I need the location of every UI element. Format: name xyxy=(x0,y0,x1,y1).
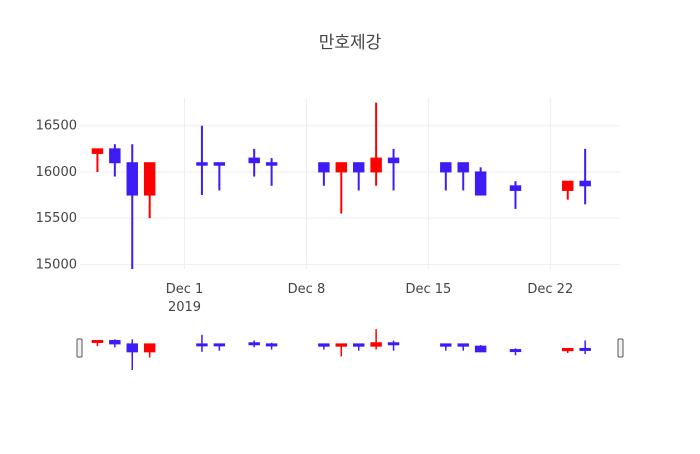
x-tick-label: Dec 1 xyxy=(166,282,204,297)
x-tick-label: Dec 22 xyxy=(527,282,573,297)
slider-candle-body xyxy=(370,342,382,347)
slider-candle-body xyxy=(335,343,348,347)
x-tick-year-label: 2019 xyxy=(168,300,201,315)
candle-body[interactable] xyxy=(248,157,260,164)
slider-candle-body xyxy=(440,343,452,347)
candle-body[interactable] xyxy=(457,162,469,173)
slider-candle-body xyxy=(579,347,591,351)
candle-body[interactable] xyxy=(318,162,330,173)
candle-body[interactable] xyxy=(562,180,574,191)
y-tick-label: 15500 xyxy=(36,211,77,226)
candle-body[interactable] xyxy=(213,162,226,166)
slider-candle-body xyxy=(196,343,208,347)
y-axis: 15000 15500 16000 16500 xyxy=(36,119,77,273)
grid-layer xyxy=(80,98,620,269)
y-tick-label: 16000 xyxy=(36,165,77,180)
candle-body[interactable] xyxy=(265,162,278,166)
candle-body[interactable] xyxy=(579,180,591,187)
slider-candle-body xyxy=(143,343,156,353)
candle-body[interactable] xyxy=(352,162,365,173)
slider-candle-body xyxy=(509,349,522,353)
slider-candle-body xyxy=(457,343,469,347)
candle-body[interactable] xyxy=(109,148,121,164)
candle-body[interactable] xyxy=(440,162,452,173)
slider-candle-body xyxy=(265,343,278,347)
candle-body[interactable] xyxy=(335,162,348,173)
candle-body[interactable] xyxy=(143,162,156,196)
candle-body[interactable] xyxy=(196,162,208,166)
slider-candle-body xyxy=(318,343,330,347)
candle-body[interactable] xyxy=(126,162,138,196)
x-tick-label: Dec 15 xyxy=(405,282,451,297)
range-slider-left-handle[interactable] xyxy=(76,338,83,358)
candle-body[interactable] xyxy=(91,148,104,154)
slider-candle-body xyxy=(109,339,121,345)
x-axis: Dec 1 2019 Dec 8 Dec 15 Dec 22 xyxy=(166,282,574,315)
candle-body[interactable] xyxy=(509,185,522,191)
candle-body[interactable] xyxy=(370,157,382,173)
chart-title: 만호제강 xyxy=(319,33,382,53)
y-tick-label: 15000 xyxy=(36,257,77,272)
y-tick-label: 16500 xyxy=(36,119,77,134)
candle-body[interactable] xyxy=(474,171,487,196)
slider-candle-body xyxy=(248,342,260,346)
slider-candle-body xyxy=(352,343,365,347)
slider-candle-body xyxy=(562,347,574,352)
slider-candle-body xyxy=(387,342,400,346)
slider-candle-body xyxy=(474,345,487,353)
slider-candle-body xyxy=(213,343,226,347)
range-slider-right-handle[interactable] xyxy=(617,338,624,358)
candle-body[interactable] xyxy=(387,157,400,164)
slider-candle-body xyxy=(126,343,138,353)
x-tick-label: Dec 8 xyxy=(288,282,326,297)
candles[interactable] xyxy=(91,102,591,269)
range-slider[interactable] xyxy=(76,329,624,370)
slider-candle-body xyxy=(91,339,104,343)
